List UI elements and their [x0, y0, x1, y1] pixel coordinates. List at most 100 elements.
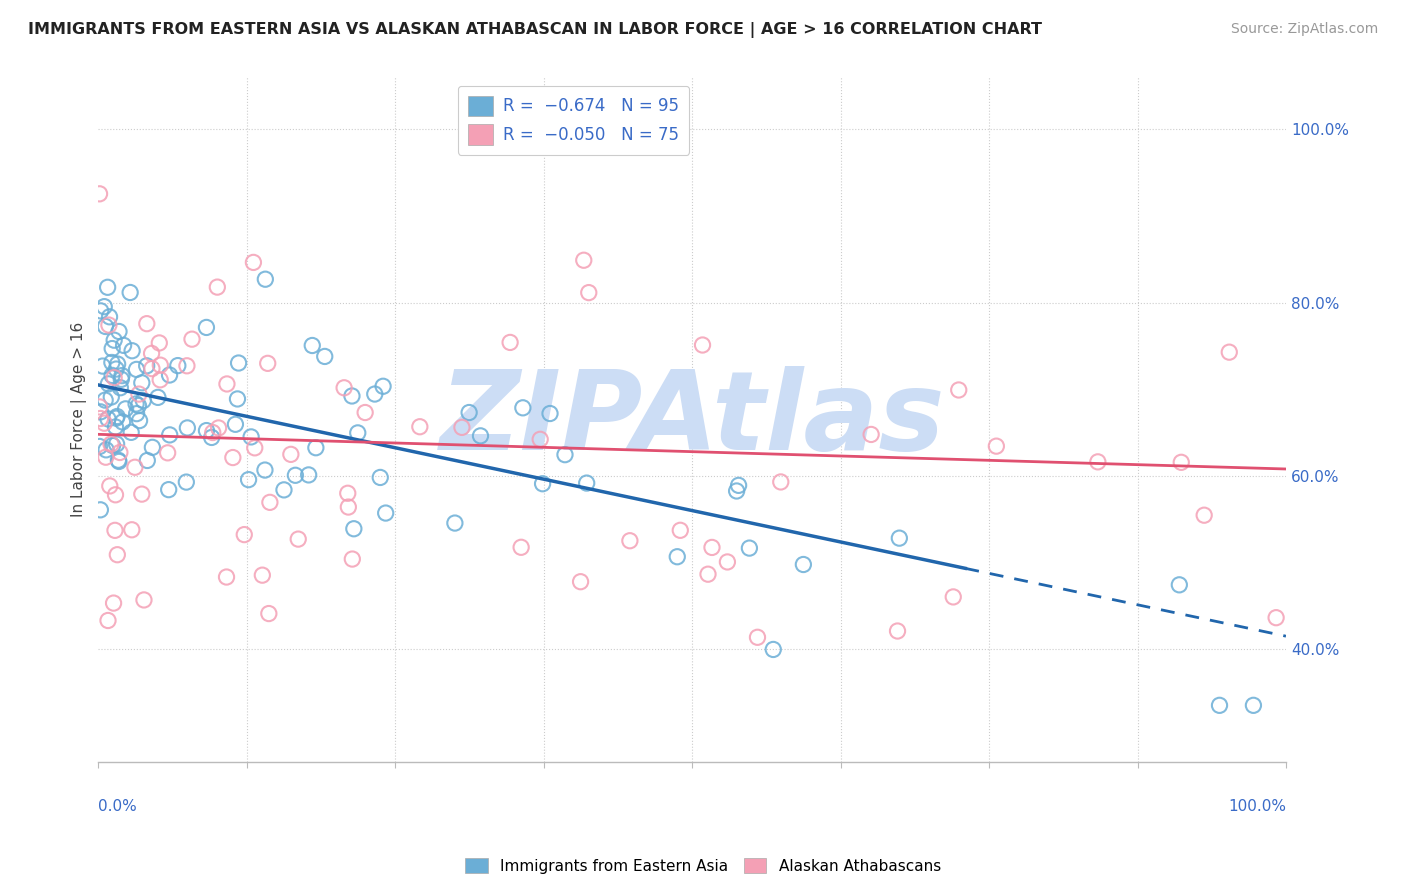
- Point: [105, 548, 128, 562]
- Point: [298, 467, 321, 482]
- Point: [107, 453, 129, 467]
- Point: [510, 541, 533, 555]
- Point: [121, 523, 143, 537]
- Point: [716, 555, 738, 569]
- Point: [104, 488, 127, 502]
- Point: [89, 440, 111, 454]
- Point: [127, 399, 149, 413]
- Text: 0.0%: 0.0%: [98, 799, 138, 814]
- Text: IMMIGRANTS FROM EASTERN ASIA VS ALASKAN ATHABASCAN IN LABOR FORCE | AGE > 16 COR: IMMIGRANTS FROM EASTERN ASIA VS ALASKAN …: [28, 22, 1042, 38]
- Point: [572, 253, 595, 268]
- Point: [1192, 508, 1215, 523]
- Point: [228, 356, 250, 370]
- Point: [100, 437, 122, 451]
- Point: [240, 430, 263, 444]
- Point: [97, 412, 120, 426]
- Point: [444, 516, 467, 530]
- Point: [860, 427, 883, 442]
- Point: [769, 475, 792, 489]
- Point: [253, 463, 276, 477]
- Point: [105, 437, 128, 451]
- Text: ZIPAtlas: ZIPAtlas: [440, 366, 945, 473]
- Point: [131, 487, 153, 501]
- Point: [725, 483, 748, 498]
- Point: [727, 478, 749, 492]
- Point: [121, 343, 143, 358]
- Point: [257, 607, 280, 621]
- Point: [578, 285, 600, 300]
- Point: [97, 376, 120, 391]
- Point: [128, 387, 150, 401]
- Point: [215, 570, 238, 584]
- Point: [93, 300, 115, 314]
- Point: [195, 424, 218, 438]
- Point: [201, 430, 224, 444]
- Point: [531, 476, 554, 491]
- Point: [343, 522, 366, 536]
- Point: [254, 272, 277, 286]
- Point: [149, 373, 172, 387]
- Point: [89, 400, 111, 414]
- Point: [243, 441, 266, 455]
- Point: [89, 411, 111, 425]
- Point: [166, 359, 188, 373]
- Point: [697, 567, 720, 582]
- Point: [886, 624, 908, 638]
- Point: [538, 407, 561, 421]
- Point: [132, 593, 155, 607]
- Point: [242, 255, 264, 269]
- Point: [111, 415, 134, 429]
- Point: [738, 541, 761, 555]
- Point: [91, 359, 114, 373]
- Point: [94, 442, 117, 457]
- Point: [93, 416, 115, 430]
- Point: [105, 409, 128, 424]
- Point: [238, 473, 260, 487]
- Point: [409, 419, 432, 434]
- Point: [107, 357, 129, 371]
- Point: [273, 483, 295, 497]
- Legend: Immigrants from Eastern Asia, Alaskan Athabascans: Immigrants from Eastern Asia, Alaskan At…: [458, 852, 948, 880]
- Point: [669, 524, 692, 538]
- Point: [176, 359, 198, 373]
- Point: [146, 390, 169, 404]
- Point: [371, 379, 394, 393]
- Point: [569, 574, 592, 589]
- Point: [104, 524, 127, 538]
- Point: [201, 425, 224, 440]
- Point: [512, 401, 534, 415]
- Point: [105, 411, 128, 425]
- Point: [111, 368, 134, 383]
- Point: [336, 486, 359, 500]
- Point: [89, 186, 111, 201]
- Point: [125, 397, 148, 411]
- Point: [136, 453, 159, 467]
- Point: [700, 541, 723, 555]
- Point: [215, 376, 238, 391]
- Point: [256, 356, 278, 370]
- Point: [98, 310, 121, 324]
- Point: [110, 381, 132, 395]
- Point: [252, 568, 274, 582]
- Point: [354, 405, 377, 419]
- Point: [1208, 698, 1230, 713]
- Point: [120, 425, 142, 440]
- Point: [889, 531, 911, 545]
- Point: [110, 372, 132, 386]
- Point: [233, 527, 256, 541]
- Point: [149, 358, 172, 372]
- Point: [222, 450, 245, 465]
- Point: [666, 549, 689, 564]
- Point: [135, 317, 157, 331]
- Point: [94, 450, 117, 465]
- Point: [346, 425, 368, 440]
- Point: [124, 460, 146, 475]
- Point: [114, 401, 136, 416]
- Point: [120, 285, 142, 300]
- Point: [364, 387, 387, 401]
- Point: [301, 338, 323, 352]
- Point: [287, 532, 309, 546]
- Point: [103, 596, 125, 610]
- Point: [1170, 455, 1192, 469]
- Point: [1168, 578, 1191, 592]
